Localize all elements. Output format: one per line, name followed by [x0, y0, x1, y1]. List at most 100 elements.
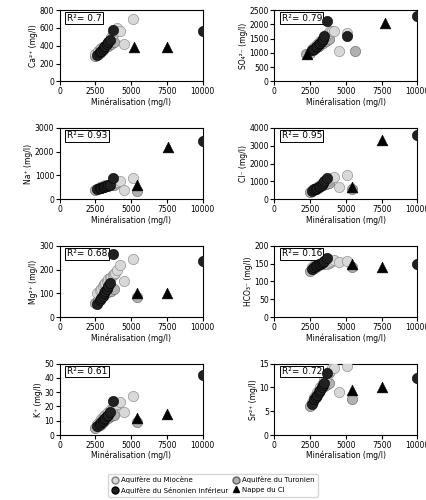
- Point: [320, 179, 326, 187]
- Point: [414, 12, 421, 20]
- Point: [102, 182, 109, 190]
- Point: [96, 286, 103, 294]
- Point: [318, 381, 325, 389]
- Point: [106, 36, 113, 44]
- Point: [113, 266, 120, 274]
- Point: [96, 48, 103, 56]
- Point: [321, 33, 328, 41]
- Y-axis label: Ca²⁺ (mg/l): Ca²⁺ (mg/l): [29, 24, 38, 67]
- Point: [109, 26, 116, 34]
- Point: [121, 408, 127, 416]
- Point: [317, 258, 324, 266]
- Point: [109, 404, 116, 412]
- Point: [344, 362, 351, 370]
- Point: [311, 186, 318, 194]
- Point: [321, 32, 328, 40]
- Point: [320, 381, 326, 389]
- Point: [312, 184, 319, 192]
- Point: [315, 183, 322, 191]
- Point: [104, 412, 110, 420]
- Point: [310, 265, 317, 273]
- Point: [344, 29, 351, 37]
- Point: [111, 402, 118, 410]
- Point: [378, 384, 385, 392]
- Point: [335, 183, 342, 191]
- Point: [105, 282, 112, 290]
- Point: [315, 388, 322, 396]
- Point: [318, 384, 325, 392]
- Point: [381, 19, 388, 27]
- Point: [106, 408, 113, 416]
- X-axis label: Minéralisation (mg/l): Minéralisation (mg/l): [306, 215, 386, 224]
- Point: [99, 182, 106, 190]
- Point: [317, 182, 324, 190]
- Point: [302, 50, 309, 58]
- Point: [108, 182, 115, 190]
- Point: [105, 180, 112, 188]
- Point: [93, 420, 100, 428]
- Y-axis label: Na⁺ (mg/l): Na⁺ (mg/l): [24, 144, 33, 184]
- Point: [304, 50, 311, 58]
- Point: [102, 416, 109, 424]
- Point: [133, 418, 140, 426]
- Text: R²= 0.79: R²= 0.79: [282, 14, 322, 22]
- Point: [164, 410, 170, 418]
- Point: [314, 390, 321, 398]
- Point: [116, 261, 123, 269]
- Point: [101, 416, 107, 424]
- Point: [348, 260, 355, 268]
- Point: [331, 256, 338, 264]
- Point: [108, 33, 115, 41]
- Point: [318, 38, 325, 46]
- Point: [93, 422, 100, 430]
- Point: [308, 265, 315, 273]
- Point: [92, 299, 99, 307]
- Point: [312, 262, 319, 270]
- Text: R²= 0.68: R²= 0.68: [67, 250, 107, 258]
- Point: [307, 188, 314, 196]
- Point: [105, 182, 112, 190]
- Point: [165, 143, 172, 151]
- Point: [108, 406, 115, 413]
- Point: [99, 416, 106, 424]
- Point: [331, 173, 338, 181]
- Point: [109, 396, 116, 404]
- Point: [324, 176, 331, 184]
- Point: [312, 42, 319, 50]
- Point: [108, 287, 115, 295]
- Point: [317, 384, 324, 392]
- Point: [96, 184, 103, 192]
- Point: [105, 411, 112, 419]
- Point: [315, 386, 322, 394]
- Point: [314, 390, 321, 398]
- Point: [308, 187, 315, 195]
- Point: [321, 178, 328, 186]
- Point: [133, 293, 140, 301]
- X-axis label: Minéralisation (mg/l): Minéralisation (mg/l): [91, 98, 171, 107]
- Point: [320, 34, 326, 42]
- Point: [109, 174, 116, 182]
- Point: [307, 49, 314, 57]
- Point: [106, 181, 113, 189]
- Point: [322, 178, 329, 186]
- Point: [312, 390, 319, 398]
- Point: [414, 374, 421, 382]
- Point: [378, 136, 385, 144]
- Point: [133, 290, 140, 298]
- Point: [93, 290, 100, 298]
- Point: [327, 258, 334, 266]
- Y-axis label: HCO₃⁻ (mg/l): HCO₃⁻ (mg/l): [244, 256, 253, 306]
- Point: [308, 398, 315, 406]
- Legend: Aquifère du Miocène, Aquifère du Sénonien inférieur, Aquifère du Turonien, Nappe: Aquifère du Miocène, Aquifère du Sénonie…: [108, 474, 318, 496]
- Point: [314, 40, 321, 48]
- Point: [98, 420, 104, 428]
- Point: [310, 46, 317, 54]
- Point: [328, 258, 335, 266]
- Y-axis label: K⁺ (mg/l): K⁺ (mg/l): [34, 382, 43, 416]
- Point: [312, 260, 319, 268]
- Point: [101, 412, 107, 420]
- Point: [307, 266, 314, 274]
- Point: [320, 179, 326, 187]
- Point: [348, 263, 355, 271]
- Point: [322, 374, 329, 382]
